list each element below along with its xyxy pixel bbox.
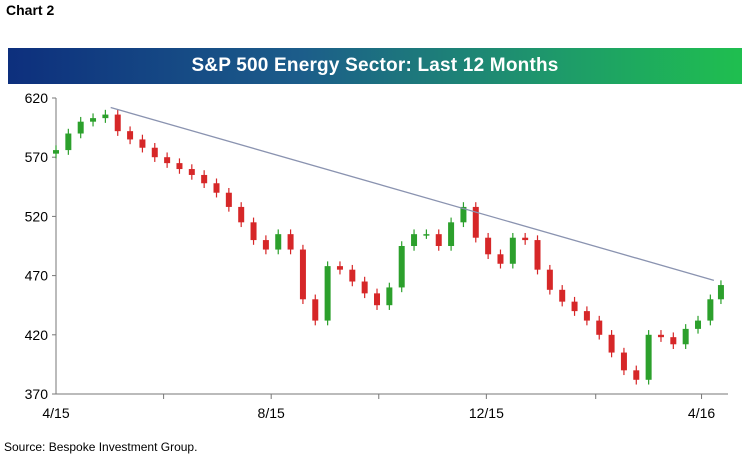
candle-body	[287, 234, 294, 250]
candle-body	[695, 320, 702, 329]
candle-body	[65, 133, 72, 151]
candle-body	[571, 301, 578, 312]
candle-body	[633, 370, 640, 380]
candle-body	[583, 311, 590, 321]
candle-body	[509, 237, 516, 264]
y-tick-label: 570	[25, 149, 49, 165]
candle-body	[448, 222, 455, 246]
candle-body	[534, 240, 541, 270]
candle-body	[546, 269, 553, 290]
candle-body	[435, 234, 442, 246]
candle-body	[250, 222, 257, 241]
candle-body	[707, 299, 714, 321]
x-axis: 4/15 8/15 12/15 4/16	[42, 394, 715, 421]
candle-body	[262, 240, 269, 250]
candle-body	[559, 289, 566, 302]
candle-body	[139, 139, 146, 148]
candle-body	[386, 287, 393, 306]
x-tick-label: 12/15	[469, 405, 504, 421]
candlestick-series	[53, 109, 724, 385]
candle-body	[213, 183, 220, 193]
y-tick-label: 620	[25, 90, 49, 106]
candle-body	[485, 237, 492, 255]
candle-body	[275, 234, 282, 250]
source-note: Source: Bespoke Investment Group.	[4, 440, 198, 454]
x-tick-label: 4/15	[42, 405, 69, 421]
trendline	[110, 106, 715, 281]
y-tick-label: 370	[25, 386, 49, 402]
candle-body	[361, 281, 368, 294]
chart-title-banner: S&P 500 Energy Sector: Last 12 Months	[8, 48, 742, 84]
y-axis: 620 570 520 470 420 370	[25, 90, 56, 402]
candle-body	[225, 192, 232, 207]
candle-body	[411, 234, 418, 246]
candle-body	[620, 352, 627, 371]
candle-body	[164, 157, 171, 164]
trendline-line	[110, 106, 715, 281]
candle-body	[299, 249, 306, 300]
y-tick-label: 470	[25, 268, 49, 284]
candle-body	[90, 118, 97, 122]
candle-body	[657, 334, 664, 338]
candle-body	[423, 234, 430, 236]
candle-body	[645, 334, 652, 380]
candle-body	[324, 266, 331, 321]
chart-number-label: Chart 2	[6, 2, 55, 18]
candle-body	[608, 334, 615, 353]
candle-body	[127, 131, 134, 140]
candle-body	[596, 320, 603, 335]
candle-body	[238, 206, 245, 223]
candle-body	[151, 147, 158, 158]
candle-body	[312, 299, 319, 321]
candle-body	[522, 237, 529, 241]
x-tick-label: 4/16	[688, 405, 715, 421]
chart-title: S&P 500 Energy Sector: Last 12 Months	[191, 55, 559, 76]
candle-body	[460, 206, 467, 223]
y-tick-label: 420	[25, 327, 49, 343]
x-tick-label: 8/15	[258, 405, 285, 421]
candle-body	[201, 174, 208, 184]
plot-frame	[55, 98, 728, 395]
plot-area: 620 570 520 470 420 370 4/15 8/15 12/15 4/16	[25, 90, 728, 421]
candle-body	[497, 254, 504, 264]
candle-body	[670, 337, 677, 345]
candle-body	[682, 328, 689, 345]
candle-body	[717, 285, 724, 300]
candle-body	[349, 269, 356, 282]
candle-body	[374, 293, 381, 306]
candle-body	[114, 114, 121, 132]
candle-body	[188, 169, 195, 175]
y-tick-label: 520	[25, 208, 49, 224]
candle-body	[77, 121, 84, 134]
candle-body	[336, 266, 343, 270]
candle-body	[102, 114, 109, 119]
candle-body	[53, 150, 59, 154]
candle-body	[176, 163, 183, 170]
candle-body	[398, 246, 405, 288]
candle-body	[472, 206, 479, 238]
